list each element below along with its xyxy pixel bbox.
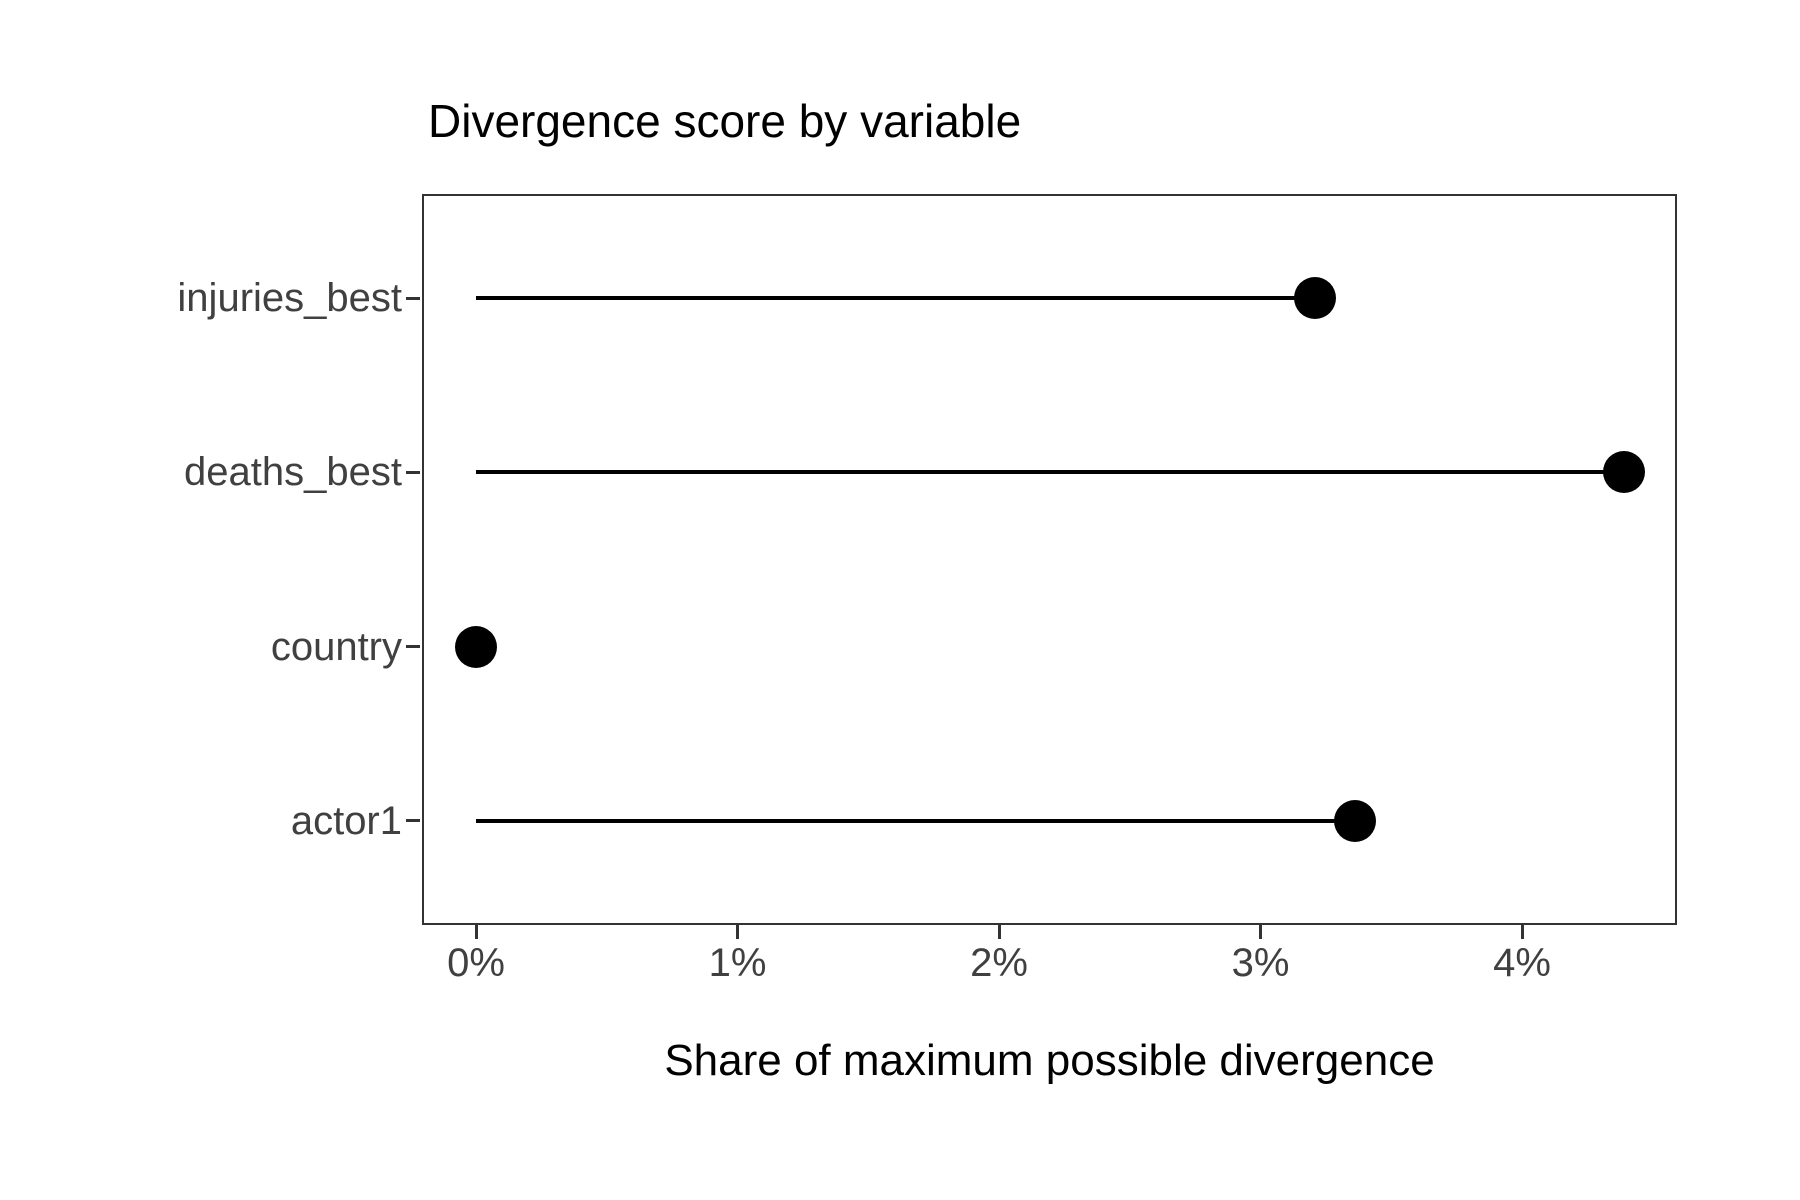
y-axis-label-deaths_best: deaths_best bbox=[184, 450, 402, 495]
y-axis-tick bbox=[406, 819, 420, 823]
x-axis-tick bbox=[474, 925, 478, 939]
x-axis-tick-label: 4% bbox=[1493, 941, 1551, 985]
x-axis-tick-label: 2% bbox=[970, 941, 1028, 985]
lollipop-dot bbox=[1333, 799, 1376, 842]
x-axis-tick bbox=[736, 925, 739, 939]
lollipop-stem bbox=[476, 470, 1624, 475]
y-axis-tick bbox=[406, 470, 420, 474]
plot-panel bbox=[422, 194, 1677, 925]
x-axis-title: Share of maximum possible divergence bbox=[664, 1036, 1435, 1085]
y-axis-label-injuries_best: injuries_best bbox=[177, 276, 402, 321]
x-axis-tick bbox=[1259, 925, 1262, 939]
x-axis-tick bbox=[1520, 925, 1524, 939]
x-axis-tick-label: 0% bbox=[447, 941, 505, 985]
lollipop-dot bbox=[455, 625, 497, 668]
x-axis-tick bbox=[997, 925, 1001, 939]
x-axis-tick-label: 1% bbox=[708, 941, 767, 985]
y-axis-label-country: country bbox=[270, 624, 402, 669]
lollipop-stem bbox=[476, 818, 1355, 823]
y-axis-tick bbox=[406, 645, 420, 649]
y-axis-label-actor1: actor1 bbox=[290, 798, 402, 843]
y-axis-tick bbox=[406, 296, 420, 300]
chart-title: Divergence score by variable bbox=[428, 95, 1022, 147]
x-axis-tick-label: 3% bbox=[1231, 941, 1290, 985]
lollipop-stem bbox=[476, 296, 1316, 301]
lollipop-dot bbox=[1294, 277, 1337, 320]
lollipop-dot bbox=[1602, 451, 1645, 494]
